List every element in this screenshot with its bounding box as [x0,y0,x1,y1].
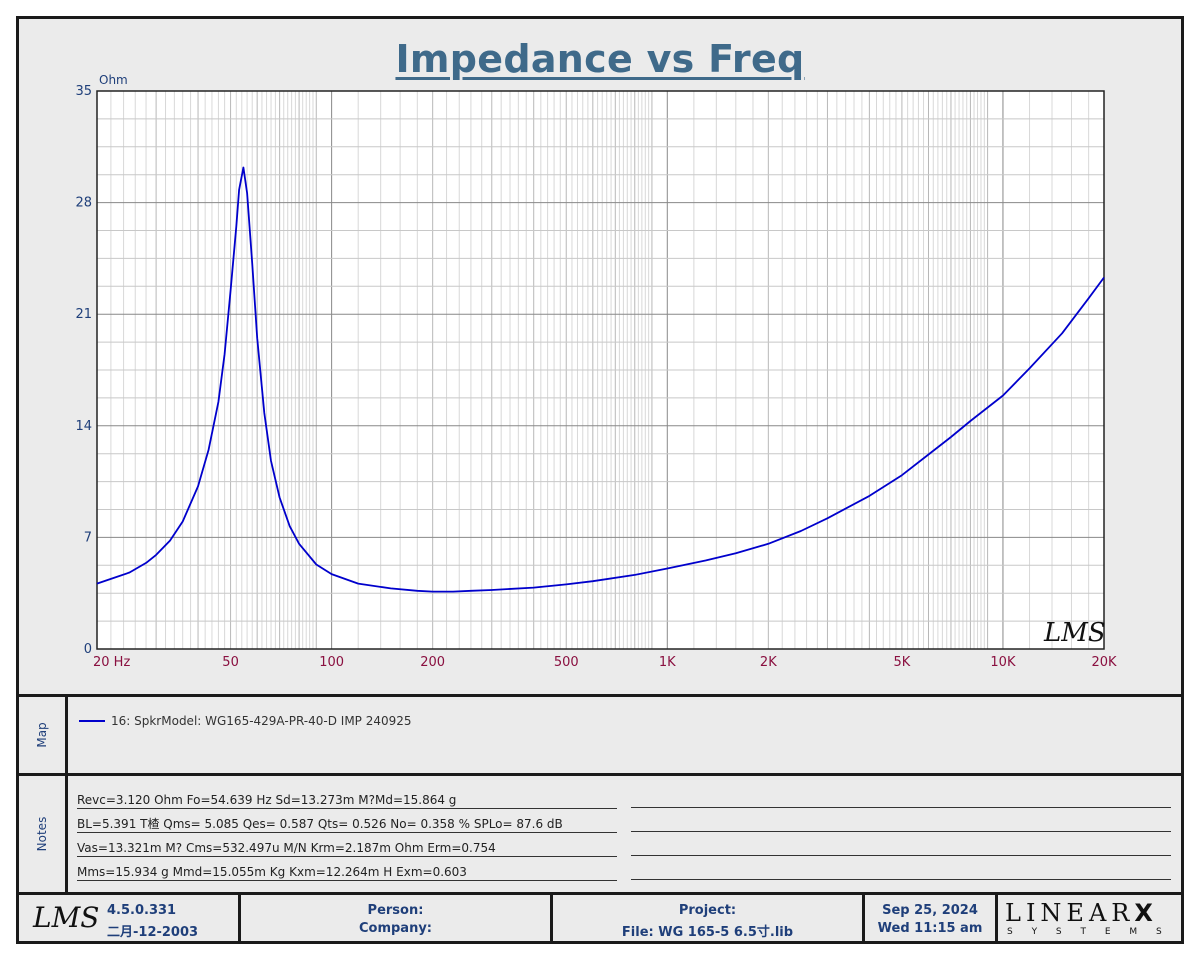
note-line: Mms=15.934 g Mmd=15.055m Kg Kxm=12.264m … [77,858,617,881]
notes-side-label: Notes [19,776,68,892]
date-label: Sep 25, 2024 [882,903,978,918]
lms-watermark: LMS [1043,618,1106,648]
footer-project-cell: Project: File: WG 165-5 6.5寸.lib [553,895,865,941]
x-tick-label: 2K [760,655,777,670]
impedance-series-line [96,166,1105,593]
x-tick-label: 20 Hz [93,655,130,670]
note-line: BL=5.391 T楂 Qms= 5.085 Qes= 0.587 Qts= 0… [77,810,617,833]
map-section: Map 16: SpkrModel: WG165-429A-PR-40-D IM… [19,697,1181,773]
divider [19,694,1181,697]
x-tick-label: 10K [990,655,1016,670]
chart-title: Impedance vs Freq [395,37,805,81]
y-axis-unit: Ohm [99,73,128,87]
legend-entry[interactable]: 16: SpkrModel: WG165-429A-PR-40-D IMP 24… [79,714,412,728]
note-blank [631,879,1171,880]
plot-border [96,90,1105,650]
report-frame: Impedance vs Freq 0 7 14 21 28 35 Ohm 20 Hz 50 10… [16,16,1184,944]
brand-x: X [1134,899,1153,927]
x-tick-label: 20K [1091,655,1117,670]
y-tick-label: 0 [84,642,92,657]
y-tick-label: 21 [75,307,92,322]
divider [19,892,1181,895]
x-tick-label: 100 [319,655,344,670]
lms-logo: LMS [33,901,100,934]
note-blank [631,855,1171,856]
time-label: Wed 11:15 am [877,921,983,936]
x-tick-label: 1K [659,655,676,670]
footer-date-cell: Sep 25, 2024 Wed 11:15 am [865,895,998,941]
legend-label: 16: SpkrModel: WG165-429A-PR-40-D IMP 24… [111,714,412,728]
notes-section: Notes Revc=3.120 Ohm Fo=54.639 Hz Sd=13.… [19,776,1181,892]
y-tick-label: 7 [84,530,92,545]
note-line: Revc=3.120 Ohm Fo=54.639 Hz Sd=13.273m M… [77,786,617,809]
footer-version-cell: LMS 4.5.0.331 二月-12-2003 [19,895,241,941]
x-tick-label: 5K [894,655,911,670]
brand-linear: LINEAR [1005,899,1135,927]
note-line: Vas=13.321m M? Cms=532.497u M/N Krm=2.18… [77,834,617,857]
impedance-chart: 0 7 14 21 28 35 Ohm 20 Hz 50 100 200 500 1K 2K 5K 10K 20… [75,73,1117,670]
file-label: File: WG 165-5 6.5寸.lib [621,925,794,940]
x-tick-label: 200 [420,655,445,670]
legend-swatch [79,720,105,722]
map-side-label: Map [19,697,68,773]
project-label: Project: [678,903,737,918]
note-blank [631,831,1171,832]
brand-systems: S Y S T E M S [1007,927,1170,937]
y-tick-label: 28 [75,196,92,211]
y-tick-label: 35 [75,84,92,99]
version-number: 4.5.0.331 [107,903,177,918]
linearx-logo: LINEARX S Y S T E M S [1001,895,1179,941]
divider [19,773,1181,776]
x-tick-label: 500 [554,655,579,670]
note-blank [631,807,1171,808]
person-label: Person: [367,903,424,918]
company-label: Company: [358,921,433,936]
y-tick-label: 14 [75,419,92,434]
footer-person-cell: Person: Company: [241,895,553,941]
x-tick-label: 50 [222,655,239,670]
version-date: 二月-12-2003 [107,925,199,940]
footer: LMS 4.5.0.331 二月-12-2003 Person: Company… [19,895,1181,941]
